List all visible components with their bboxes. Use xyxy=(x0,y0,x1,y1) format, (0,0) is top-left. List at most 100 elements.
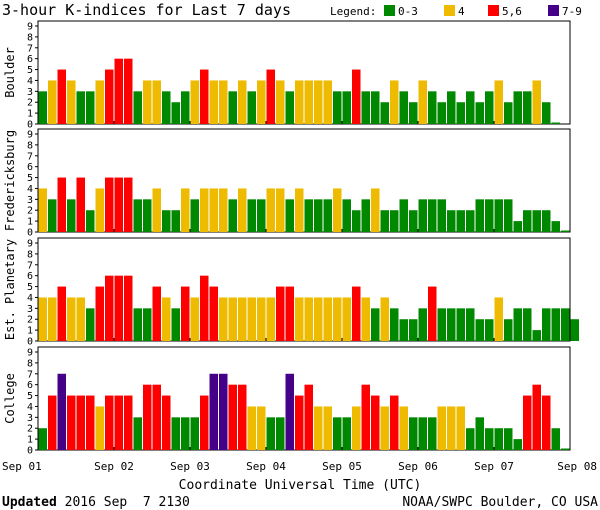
kindex-bar xyxy=(48,199,57,232)
kindex-bar xyxy=(114,275,123,341)
kindex-bar xyxy=(361,297,370,341)
kindex-bar xyxy=(219,188,228,232)
kindex-bar xyxy=(456,308,465,341)
y-tick-label: 0 xyxy=(27,228,33,239)
kindex-bar xyxy=(38,297,47,341)
kindex-bar xyxy=(295,297,304,341)
kindex-bar xyxy=(67,80,76,124)
y-tick-label: 0 xyxy=(27,446,33,457)
y-tick-label: 4 xyxy=(27,76,33,87)
kindex-bar xyxy=(143,384,152,450)
kindex-bar xyxy=(513,308,522,341)
kindex-bar xyxy=(38,91,47,124)
legend-swatch xyxy=(444,5,455,16)
kindex-bar xyxy=(209,188,218,232)
kindex-bar xyxy=(124,395,133,450)
kindex-bar xyxy=(181,91,190,124)
kindex-bar xyxy=(466,428,475,450)
kindex-bar xyxy=(399,91,408,124)
kindex-bar xyxy=(114,58,123,124)
panel-label: College xyxy=(3,373,17,424)
panel-frame xyxy=(37,20,571,125)
kindex-bar xyxy=(181,188,190,232)
kindex-bar xyxy=(257,80,266,124)
legend-swatch xyxy=(384,5,395,16)
kindex-bar xyxy=(190,417,199,450)
y-tick-label: 4 xyxy=(27,184,33,195)
kindex-bar xyxy=(266,69,275,124)
y-tick-label: 0 xyxy=(27,337,33,348)
y-tick-label: 9 xyxy=(27,348,33,359)
kindex-bar xyxy=(95,286,104,341)
kindex-bar xyxy=(494,297,503,341)
kindex-bar xyxy=(86,91,95,124)
kindex-bar xyxy=(238,297,247,341)
kindex-bar xyxy=(532,210,541,232)
y-tick-label: 6 xyxy=(27,162,33,173)
legend-swatch xyxy=(548,5,559,16)
kindex-bar xyxy=(95,406,104,450)
kindex-bar xyxy=(266,417,275,450)
kindex-bar xyxy=(361,199,370,232)
y-tick-label: 1 xyxy=(27,326,33,337)
kindex-bar xyxy=(428,199,437,232)
y-tick-label: 3 xyxy=(27,413,33,424)
kindex-bar xyxy=(532,384,541,450)
kindex-bar xyxy=(304,199,313,232)
chart-panels: 0123456789Boulder0123456789Fredericksbur… xyxy=(3,20,579,457)
kindex-bar xyxy=(437,406,446,450)
kindex-bar xyxy=(380,210,389,232)
panel-label: Fredericksburg xyxy=(3,130,17,231)
kindex-bar xyxy=(542,308,551,341)
kindex-bar xyxy=(504,319,513,341)
kindex-bar xyxy=(48,80,57,124)
y-tick-label: 0 xyxy=(27,120,33,131)
kindex-bar xyxy=(219,297,228,341)
panel-label: Boulder xyxy=(3,47,17,98)
kindex-bar xyxy=(143,199,152,232)
y-tick-label: 7 xyxy=(27,369,33,380)
x-tick-label: Sep 03 xyxy=(170,460,210,473)
y-tick-label: 2 xyxy=(27,98,33,109)
legend: 0-3 4 5,6 7-9 xyxy=(384,5,582,18)
kindex-bar xyxy=(209,286,218,341)
kindex-bar xyxy=(428,91,437,124)
kindex-bar xyxy=(57,373,66,450)
kindex-bar xyxy=(181,286,190,341)
y-tick-label: 2 xyxy=(27,424,33,435)
kindex-bar xyxy=(209,373,218,450)
kindex-bar xyxy=(238,384,247,450)
y-tick-label: 8 xyxy=(27,249,33,260)
kindex-bar xyxy=(380,297,389,341)
panel-frame xyxy=(37,128,571,233)
kindex-bar xyxy=(494,428,503,450)
kindex-bar xyxy=(437,199,446,232)
y-tick-label: 8 xyxy=(27,140,33,151)
y-tick-label: 6 xyxy=(27,54,33,65)
kindex-bar xyxy=(219,373,228,450)
y-tick-label: 5 xyxy=(27,282,33,293)
kindex-bar xyxy=(342,91,351,124)
x-tick-label: Sep 08 xyxy=(557,460,597,473)
kindex-bar xyxy=(466,91,475,124)
kindex-bar xyxy=(285,91,294,124)
y-tick-label: 6 xyxy=(27,271,33,282)
kindex-bar xyxy=(342,417,351,450)
y-tick-label: 7 xyxy=(27,151,33,162)
kindex-bar xyxy=(456,102,465,124)
kindex-bar xyxy=(152,286,161,341)
kindex-bar xyxy=(418,199,427,232)
kindex-bar xyxy=(485,319,494,341)
kindex-bar xyxy=(200,69,209,124)
kindex-bar xyxy=(114,177,123,232)
kindex-bar xyxy=(390,210,399,232)
kindex-bar xyxy=(57,286,66,341)
kindex-bar xyxy=(371,395,380,450)
y-tick-label: 9 xyxy=(27,239,33,250)
y-tick-label: 1 xyxy=(27,109,33,120)
chart-title: 3-hour K-indices for Last 7 days xyxy=(2,1,291,19)
panel-frame xyxy=(37,237,571,342)
kindex-bar xyxy=(285,286,294,341)
